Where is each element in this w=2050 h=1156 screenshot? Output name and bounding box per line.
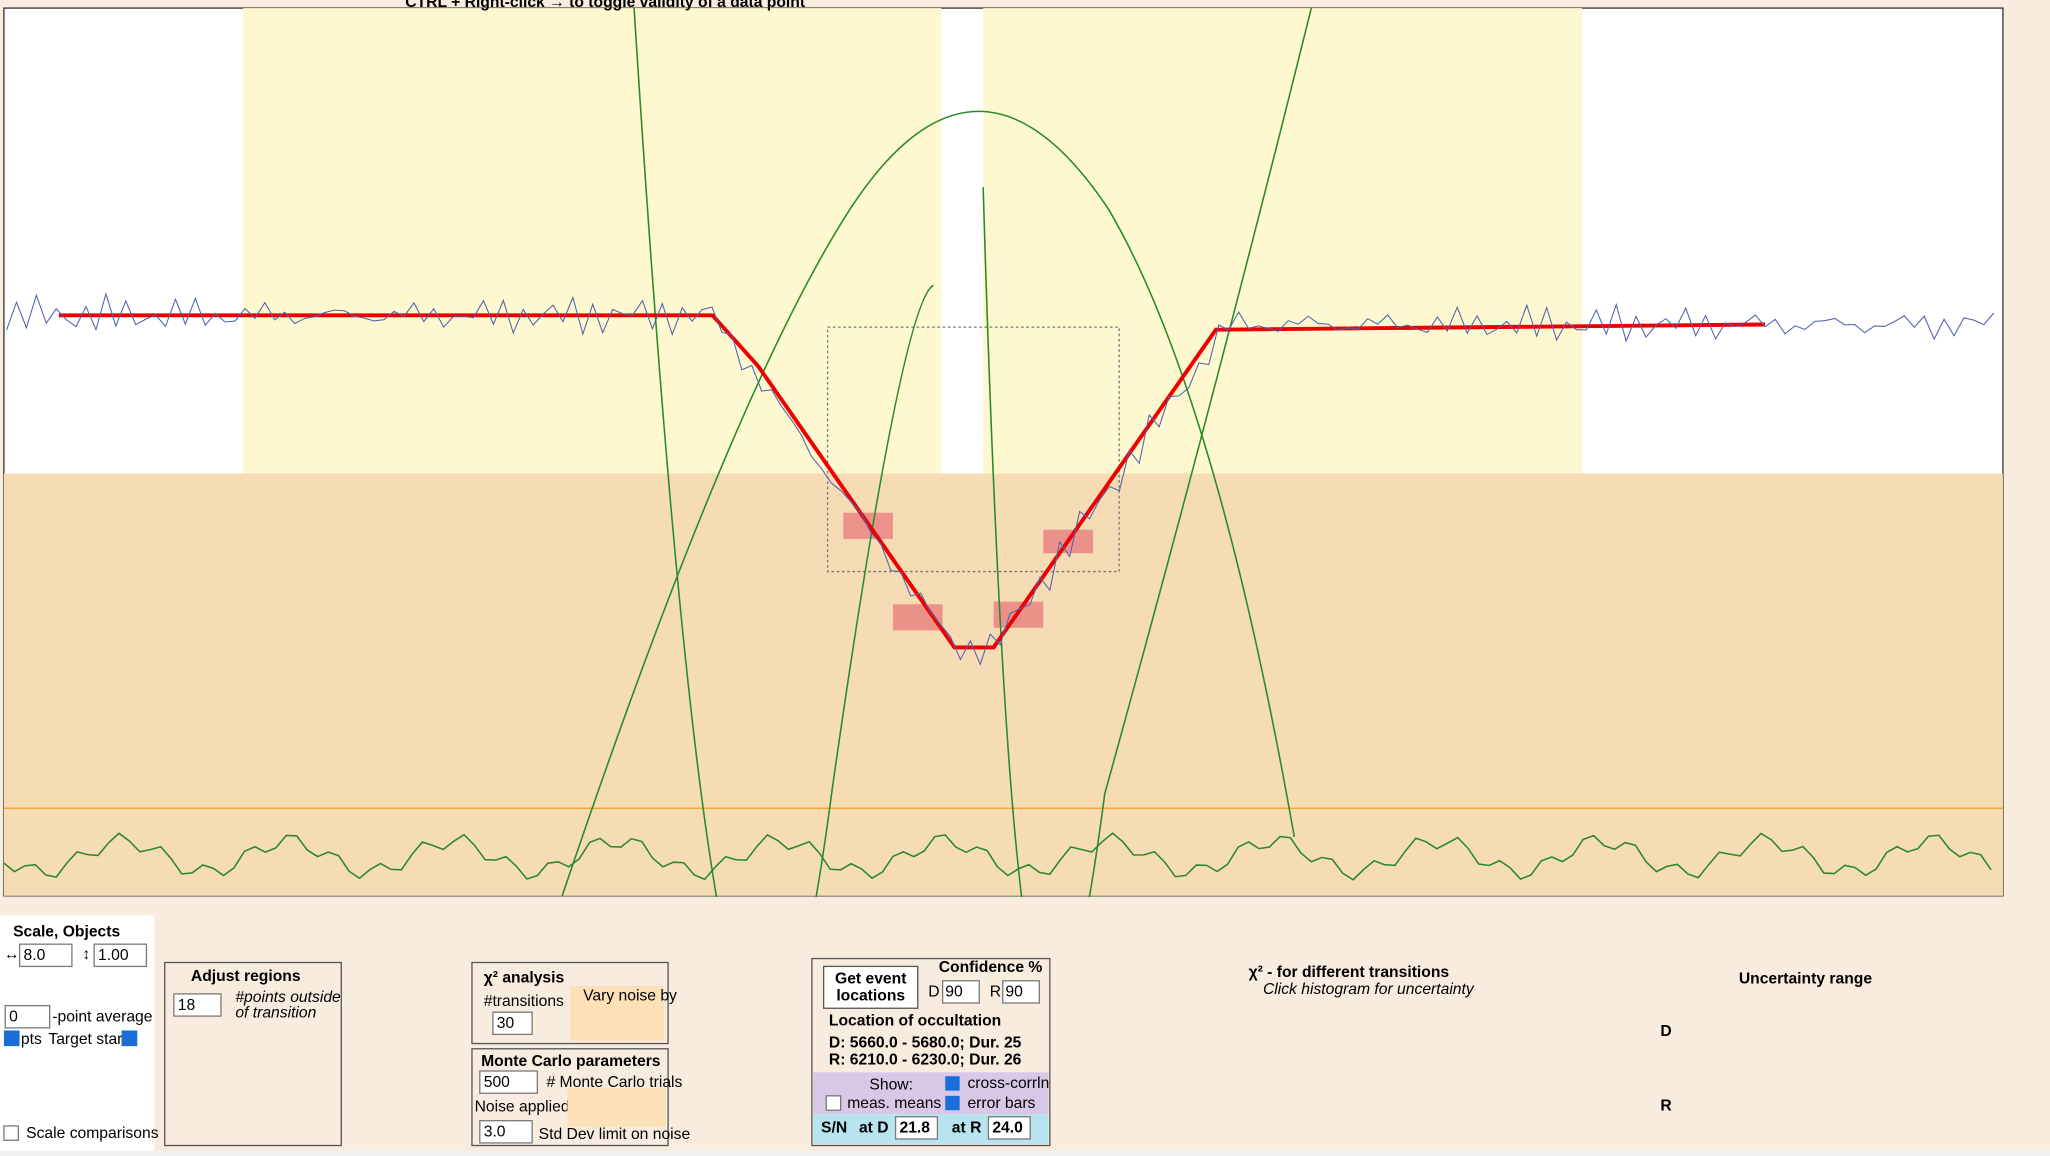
panel [164,961,342,1147]
label: ↔ [4,946,20,963]
input[interactable] [894,1116,939,1140]
label: of transition [235,1005,316,1022]
checkbox[interactable] [945,1095,960,1111]
label: χ² analysis [484,969,565,986]
label: #transitions [484,993,564,1010]
label: Show: [869,1077,913,1094]
light-curve [6,292,1995,666]
label: D [1660,1023,1671,1040]
value: 24.0 [992,1120,1023,1137]
region [243,8,942,474]
input[interactable] [492,1011,533,1036]
region [983,8,1582,474]
value: 21.8 [899,1120,930,1137]
value: 0 [9,1009,18,1026]
label: R [1660,1097,1671,1114]
value: 8.0 [24,947,46,964]
label: Click histogram for uncertainty [1263,981,1475,998]
label: #points outside [235,989,341,1006]
value: 90 [1005,984,1023,1001]
checkbox[interactable] [3,1125,19,1141]
label: Confidence % [939,959,1043,976]
value: 500 [484,1074,510,1091]
label: Scale, Objects [13,924,120,941]
label: R: 6210.0 - 6230.0; Dur. 26 [829,1052,1022,1069]
input[interactable] [941,980,980,1004]
label: S/N [821,1120,847,1137]
label: Uncertainty range [1739,971,1873,988]
group [567,1088,666,1128]
value: 18 [178,997,196,1014]
input[interactable] [173,993,222,1017]
label: locations [836,988,905,1005]
label: Target star [48,1031,122,1048]
group [570,986,665,1041]
label: at R [952,1120,982,1137]
label: cross-corrln [967,1075,1049,1092]
label: Noise applied to [475,1099,588,1116]
label: R [990,984,1001,1001]
group [813,1072,1049,1115]
model [58,313,1766,650]
label: meas. means [847,1095,941,1112]
label: Vary noise by [583,988,677,1005]
label: Adjust regions [191,968,301,985]
label: -point average [52,1009,152,1026]
label: D: 5660.0 - 5680.0; Dur. 25 [829,1035,1022,1052]
label: Location of occultation [829,1012,1001,1029]
value: 30 [497,1015,515,1032]
input[interactable] [18,943,73,968]
label: D [928,984,939,1001]
label: at D [859,1120,889,1137]
input[interactable] [479,1070,538,1094]
plot: CTRL + Right-click → to toggle validity … [3,0,2004,1042]
label: Std Dev limit on noise [539,1126,691,1143]
label: χ² - for different transitions [1249,964,1450,981]
checkbox[interactable] [3,1030,20,1047]
value: 1.00 [98,947,129,964]
label: Scale comparisons [26,1125,159,1142]
selection [826,326,1120,573]
value: 3.0 [484,1124,506,1141]
label: Get event [835,971,907,988]
input[interactable] [987,1116,1031,1140]
label: # Monte Carlo trials [546,1074,682,1091]
label: ↕ [82,946,90,963]
label: pts [21,1031,42,1048]
input[interactable] [93,943,148,968]
checkbox[interactable] [121,1030,138,1047]
hint: CTRL + Right-click → to toggle validity … [405,0,806,11]
checkbox[interactable] [945,1076,960,1091]
input[interactable] [479,1120,533,1144]
dropdown[interactable] [4,1004,51,1029]
checkbox[interactable] [825,1095,842,1111]
label: Monte Carlo parameters [481,1053,661,1070]
input[interactable] [1002,980,1041,1004]
button[interactable] [823,965,919,1009]
value: 90 [945,984,963,1001]
label: error bars [967,1095,1035,1112]
